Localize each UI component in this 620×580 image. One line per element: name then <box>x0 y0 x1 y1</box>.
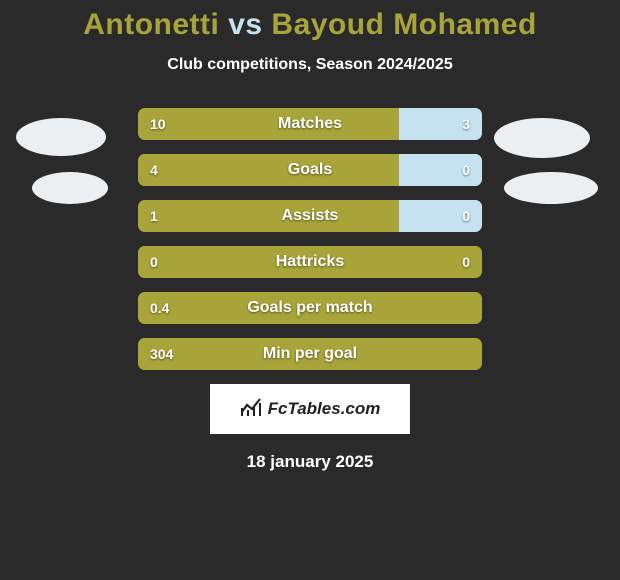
avatar-left-1 <box>16 118 106 156</box>
stat-value-left: 0.4 <box>150 292 169 324</box>
stat-label: Goals per match <box>138 292 482 324</box>
stat-row: Goals4 0 <box>138 154 482 186</box>
stat-row: Matches10 3 <box>138 108 482 140</box>
subtitle: Club competitions, Season 2024/2025 <box>0 56 620 74</box>
stat-value-left: 4 <box>150 154 158 186</box>
page-title: Antonetti vs Bayoud Mohamed <box>0 0 620 42</box>
avatar-right-1 <box>494 118 590 158</box>
stat-row: Hattricks0 0 <box>138 246 482 278</box>
stat-row: Assists1 0 <box>138 200 482 232</box>
stat-label: Assists <box>138 200 482 232</box>
avatar-left-2 <box>32 172 108 204</box>
stat-value-left: 1 <box>150 200 158 232</box>
title-vs: vs <box>228 8 262 41</box>
chart-icon <box>240 396 262 423</box>
stat-label: Hattricks <box>138 246 482 278</box>
stat-value-right: 0 <box>462 200 470 232</box>
stat-value-right: 3 <box>462 108 470 140</box>
stat-value-left: 0 <box>150 246 158 278</box>
title-player-left: Antonetti <box>83 8 219 41</box>
stat-label: Goals <box>138 154 482 186</box>
source-badge: FcTables.com <box>210 384 410 434</box>
infographic-root: Antonetti vs Bayoud Mohamed Club competi… <box>0 0 620 580</box>
stat-label: Matches <box>138 108 482 140</box>
avatar-right-2 <box>504 172 598 204</box>
stat-label: Min per goal <box>138 338 482 370</box>
stat-row: Goals per match0.4 <box>138 292 482 324</box>
stat-value-right: 0 <box>462 154 470 186</box>
footer-date: 18 january 2025 <box>0 452 620 472</box>
title-player-right: Bayoud Mohamed <box>271 8 536 41</box>
stat-row: Min per goal304 <box>138 338 482 370</box>
comparison-bars: Matches103Goals40Assists10Hattricks00Goa… <box>138 108 482 370</box>
stat-value-right: 0 <box>462 246 470 278</box>
source-badge-text: FcTables.com <box>268 399 381 419</box>
stat-value-left: 10 <box>150 108 166 140</box>
stat-value-left: 304 <box>150 338 173 370</box>
